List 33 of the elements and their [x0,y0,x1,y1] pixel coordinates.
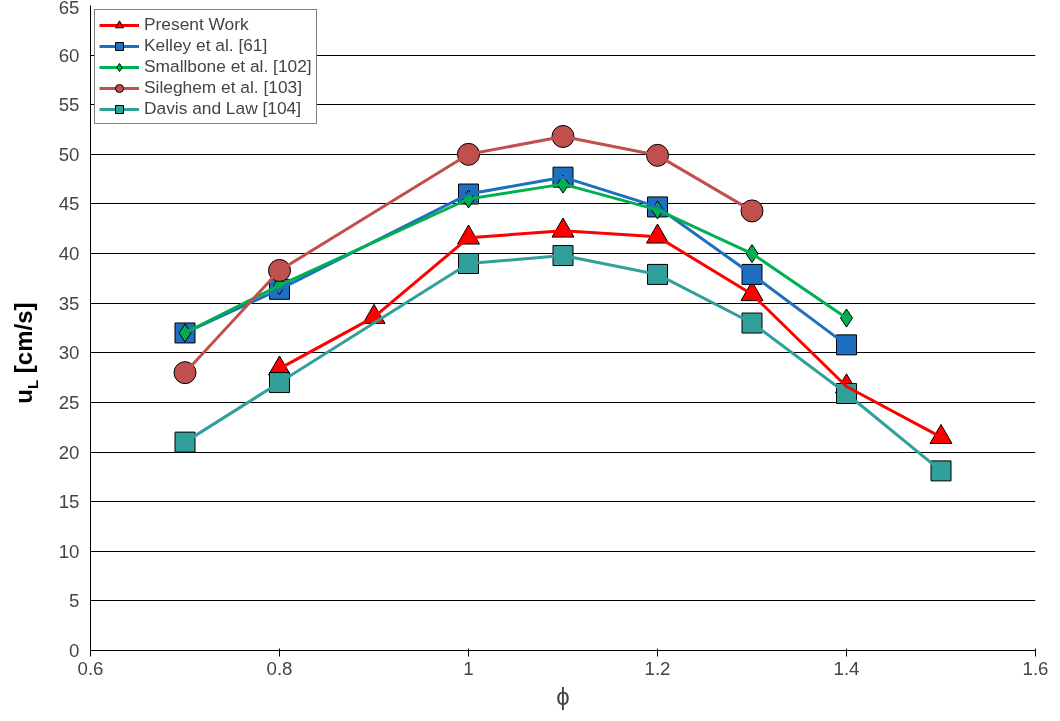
y-tick-label: 15 [58,491,80,513]
x-tick-label: 1.4 [833,657,860,679]
x-axis-title: ϕ [556,682,570,710]
y-tick-label: 55 [58,94,80,116]
y-tick-label: 20 [58,441,80,463]
x-tick-label: 1.6 [1022,657,1049,679]
y-tick-label: 60 [58,44,80,66]
point [173,361,197,385]
legend-label: Kelley et al. [61] [144,35,268,56]
y-tick-label: 45 [58,193,80,215]
point [174,431,196,453]
point [930,460,952,482]
y-tick-label: 35 [58,292,80,314]
y-tick-label: 25 [58,391,80,413]
x-tick-label: 0.6 [77,657,104,679]
point [836,334,857,356]
y-tick-label: 0 [69,640,80,661]
x-tick-label: 1.2 [644,657,671,679]
x-tick-label: 0.8 [266,657,293,679]
legend-label: Present Work [144,14,249,35]
legend-label: Sileghem et al. [103] [144,77,302,98]
y-tick-label: 50 [58,143,80,165]
y-tick-label: 10 [58,540,80,562]
point [740,199,764,223]
point [741,312,763,334]
y-tick-label: 65 [58,0,80,18]
point [552,245,574,267]
x-tick-label: 1 [463,657,474,679]
legend-label: Davis and Law [104] [144,98,302,119]
y-tick-label: 40 [58,243,80,265]
legend-label: Smallbone et al. [102] [144,56,312,77]
y-tick-label: 30 [58,342,80,364]
y-tick-label: 5 [69,590,80,612]
